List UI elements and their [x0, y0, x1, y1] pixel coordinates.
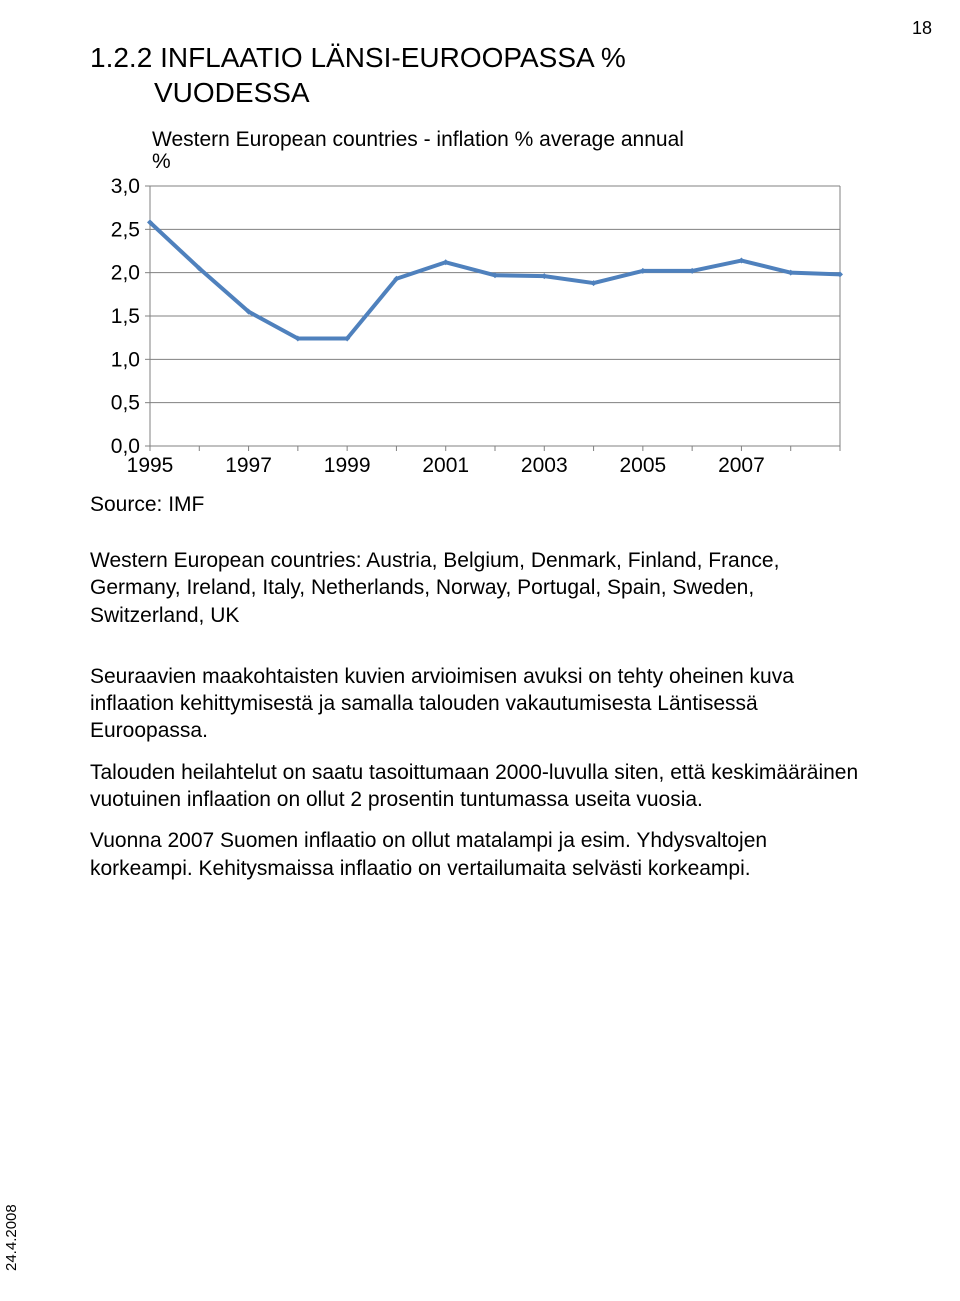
paragraph-2: Talouden heilahtelut on saatu tasoittuma… — [90, 759, 860, 814]
svg-text:1999: 1999 — [324, 454, 371, 477]
svg-text:1997: 1997 — [225, 454, 272, 477]
svg-text:2005: 2005 — [619, 454, 666, 477]
svg-text:Western European countries - i: Western European countries - inflation %… — [152, 128, 684, 151]
page-number: 18 — [912, 18, 932, 39]
svg-text:1,0: 1,0 — [111, 348, 140, 371]
chart-container: Western European countries - inflation %… — [90, 124, 850, 489]
svg-text:1995: 1995 — [127, 454, 174, 477]
svg-text:%: % — [152, 150, 171, 173]
countries-list: Western European countries: Austria, Bel… — [90, 547, 850, 629]
svg-text:0,5: 0,5 — [111, 392, 140, 415]
chart-source: Source: IMF — [90, 493, 890, 517]
svg-text:2,5: 2,5 — [111, 218, 140, 241]
paragraph-3: Vuonna 2007 Suomen inflaatio on ollut ma… — [90, 827, 860, 882]
line-chart: Western European countries - inflation %… — [90, 124, 850, 484]
heading-line-1: INFLAATIO LÄNSI-EUROOPASSA % — [160, 42, 626, 73]
date-stamp: 24.4.2008 — [3, 1204, 20, 1271]
svg-text:2007: 2007 — [718, 454, 765, 477]
section-heading: 1.2.2 INFLAATIO LÄNSI-EUROOPASSA % VUODE… — [90, 40, 890, 110]
svg-text:1,5: 1,5 — [111, 305, 140, 328]
svg-text:3,0: 3,0 — [111, 175, 140, 198]
svg-text:2001: 2001 — [422, 454, 469, 477]
svg-text:2003: 2003 — [521, 454, 568, 477]
paragraph-1: Seuraavien maakohtaisten kuvien arvioimi… — [90, 663, 860, 745]
section-number: 1.2.2 — [90, 42, 152, 73]
svg-text:2,0: 2,0 — [111, 262, 140, 285]
heading-line-2: VUODESSA — [90, 75, 890, 110]
page: 18 1.2.2 INFLAATIO LÄNSI-EUROOPASSA % VU… — [0, 0, 960, 1301]
